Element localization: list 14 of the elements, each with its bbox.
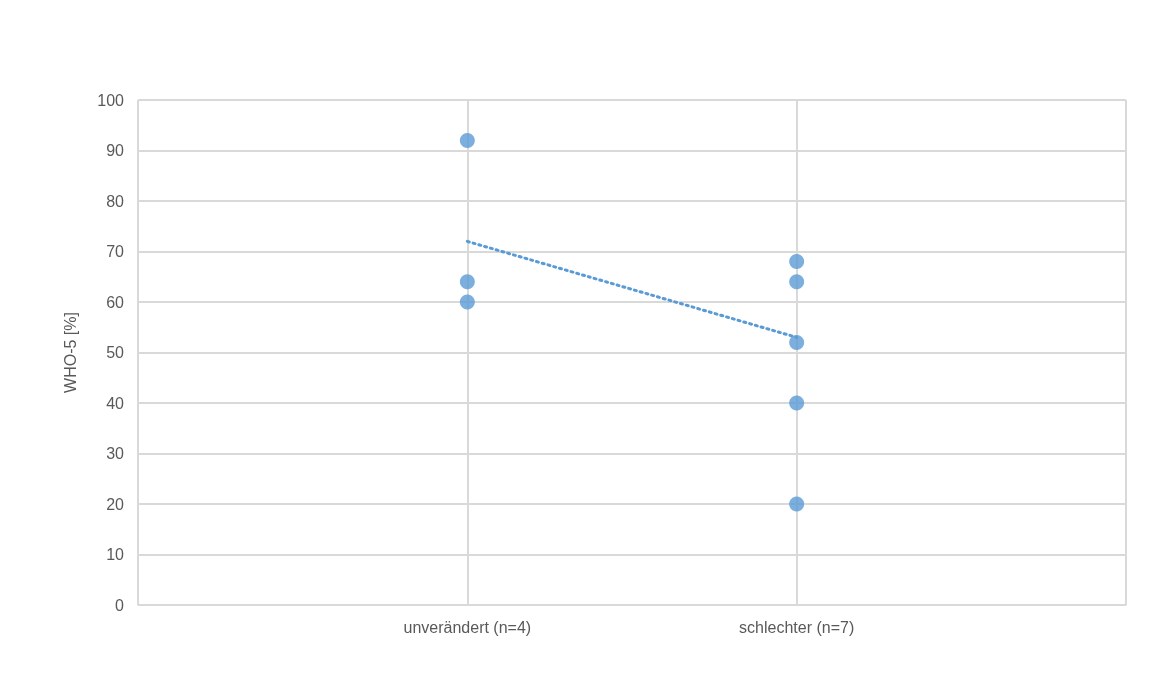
- y-tick-label: 40: [106, 394, 125, 412]
- y-tick-label: 20: [106, 495, 125, 513]
- y-tick-label: 10: [106, 546, 125, 563]
- y-tick-label: 80: [106, 192, 125, 210]
- x-tick-label: unverändert (n=4): [403, 618, 532, 636]
- y-tick-label: 50: [106, 344, 125, 361]
- y-tick-label: 70: [106, 243, 125, 260]
- y-tick-label: 30: [106, 445, 125, 462]
- y-tick-label: 90: [106, 142, 125, 159]
- x-tick-label: schlechter (n=7): [739, 618, 855, 636]
- y-tick-label: 100: [97, 91, 125, 109]
- y-tick-label: 60: [106, 293, 125, 311]
- y-axis-title: WHO-5 [%]: [61, 312, 79, 393]
- y-tick-label: 0: [115, 596, 125, 614]
